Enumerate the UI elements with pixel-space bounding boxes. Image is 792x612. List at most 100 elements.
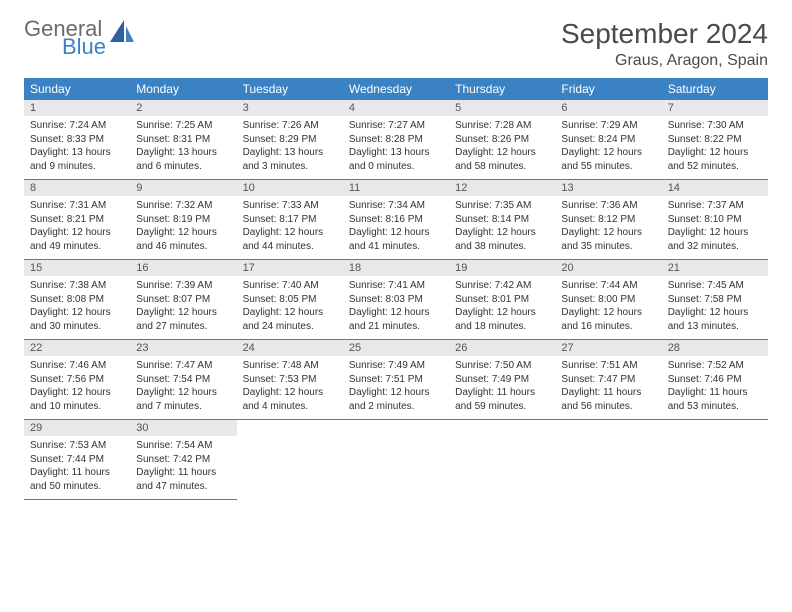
day-cell: Sunrise: 7:49 AMSunset: 7:51 PMDaylight:… (343, 356, 449, 420)
day-info-line: Sunset: 8:28 PM (349, 133, 443, 147)
brand-part2: Blue (62, 36, 106, 58)
day-number-row: 22232425262728 (24, 340, 768, 357)
day-info-line: Sunrise: 7:39 AM (136, 279, 230, 293)
sail-icon (110, 20, 136, 49)
day-info-line: and 53 minutes. (668, 400, 762, 414)
day-info-line: Sunset: 7:56 PM (30, 373, 124, 387)
day-number: 24 (237, 340, 343, 357)
empty-cell (662, 436, 768, 500)
day-info-line: Sunrise: 7:49 AM (349, 359, 443, 373)
day-info-line: Sunset: 8:10 PM (668, 213, 762, 227)
day-number: 28 (662, 340, 768, 357)
day-info-line: and 16 minutes. (561, 320, 655, 334)
day-info-line: Daylight: 12 hours (561, 226, 655, 240)
day-info-line: and 38 minutes. (455, 240, 549, 254)
day-info-line: Sunrise: 7:34 AM (349, 199, 443, 213)
day-info-line: Sunrise: 7:40 AM (243, 279, 337, 293)
day-info-line: and 0 minutes. (349, 160, 443, 174)
weekday-header: Saturday (662, 78, 768, 100)
day-cell: Sunrise: 7:41 AMSunset: 8:03 PMDaylight:… (343, 276, 449, 340)
day-info-line: Daylight: 12 hours (349, 386, 443, 400)
day-info-line: Daylight: 13 hours (243, 146, 337, 160)
day-number: 8 (24, 180, 130, 197)
day-number: 11 (343, 180, 449, 197)
empty-cell (343, 420, 449, 437)
day-cell: Sunrise: 7:33 AMSunset: 8:17 PMDaylight:… (237, 196, 343, 260)
day-info-line: Sunset: 8:16 PM (349, 213, 443, 227)
day-info-line: Daylight: 12 hours (136, 306, 230, 320)
empty-cell (555, 436, 661, 500)
day-cell: Sunrise: 7:52 AMSunset: 7:46 PMDaylight:… (662, 356, 768, 420)
day-cell: Sunrise: 7:29 AMSunset: 8:24 PMDaylight:… (555, 116, 661, 180)
day-info-line: and 18 minutes. (455, 320, 549, 334)
day-info-line: Sunrise: 7:35 AM (455, 199, 549, 213)
day-info-line: and 30 minutes. (30, 320, 124, 334)
day-info-line: and 2 minutes. (349, 400, 443, 414)
day-number: 7 (662, 100, 768, 116)
day-info-line: Daylight: 12 hours (455, 306, 549, 320)
day-info-line: Daylight: 13 hours (30, 146, 124, 160)
day-number-row: 15161718192021 (24, 260, 768, 277)
day-info-line: and 46 minutes. (136, 240, 230, 254)
day-info-line: Sunrise: 7:42 AM (455, 279, 549, 293)
day-info-line: and 21 minutes. (349, 320, 443, 334)
day-info-line: Daylight: 12 hours (243, 226, 337, 240)
weekday-header: Wednesday (343, 78, 449, 100)
day-info-line: Daylight: 11 hours (136, 466, 230, 480)
day-cell: Sunrise: 7:46 AMSunset: 7:56 PMDaylight:… (24, 356, 130, 420)
day-info-line: and 52 minutes. (668, 160, 762, 174)
day-info-line: Sunrise: 7:46 AM (30, 359, 124, 373)
day-info-line: Sunset: 7:47 PM (561, 373, 655, 387)
day-number-row: 891011121314 (24, 180, 768, 197)
month-title: September 2024 (561, 18, 768, 50)
brand-text: General Blue (24, 18, 106, 58)
day-info-line: Daylight: 12 hours (243, 386, 337, 400)
day-info-line: Sunset: 7:58 PM (668, 293, 762, 307)
day-number: 1 (24, 100, 130, 116)
brand-logo: General Blue (24, 18, 136, 58)
day-info-line: Sunset: 7:54 PM (136, 373, 230, 387)
empty-cell (237, 420, 343, 437)
day-info-line: Sunset: 8:03 PM (349, 293, 443, 307)
title-block: September 2024 Graus, Aragon, Spain (561, 18, 768, 70)
day-info-line: Sunset: 8:22 PM (668, 133, 762, 147)
day-info-line: Sunrise: 7:37 AM (668, 199, 762, 213)
day-info-line: Daylight: 13 hours (349, 146, 443, 160)
day-number: 15 (24, 260, 130, 277)
day-info-line: Daylight: 12 hours (30, 226, 124, 240)
day-info-line: and 3 minutes. (243, 160, 337, 174)
day-info-line: Sunrise: 7:53 AM (30, 439, 124, 453)
day-cell: Sunrise: 7:48 AMSunset: 7:53 PMDaylight:… (237, 356, 343, 420)
location: Graus, Aragon, Spain (561, 52, 768, 70)
day-number: 25 (343, 340, 449, 357)
day-info-line: and 59 minutes. (455, 400, 549, 414)
day-info-line: Daylight: 12 hours (349, 226, 443, 240)
day-number-row: 2930 (24, 420, 768, 437)
day-info-line: and 24 minutes. (243, 320, 337, 334)
day-info-line: Daylight: 11 hours (455, 386, 549, 400)
day-info-line: Sunset: 7:49 PM (455, 373, 549, 387)
day-cell: Sunrise: 7:53 AMSunset: 7:44 PMDaylight:… (24, 436, 130, 500)
day-info-line: Sunrise: 7:36 AM (561, 199, 655, 213)
day-info-line: and 4 minutes. (243, 400, 337, 414)
day-info-line: Daylight: 11 hours (668, 386, 762, 400)
empty-cell (343, 436, 449, 500)
day-cell: Sunrise: 7:32 AMSunset: 8:19 PMDaylight:… (130, 196, 236, 260)
day-content-row: Sunrise: 7:46 AMSunset: 7:56 PM Daylight:… (24, 356, 768, 420)
day-number: 30 (130, 420, 236, 437)
day-number: 3 (237, 100, 343, 116)
day-info-line: Daylight: 12 hours (136, 386, 230, 400)
empty-cell (449, 420, 555, 437)
day-cell: Sunrise: 7:51 AMSunset: 7:47 PMDaylight:… (555, 356, 661, 420)
day-info-line: and 49 minutes. (30, 240, 124, 254)
day-cell: Sunrise: 7:38 AMSunset: 8:08 PMDaylight:… (24, 276, 130, 340)
day-info-line: Daylight: 11 hours (561, 386, 655, 400)
day-info-line: Sunset: 8:17 PM (243, 213, 337, 227)
header: General Blue September 2024 Graus, Arago… (24, 18, 768, 70)
day-cell: Sunrise: 7:54 AMSunset: 7:42 PMDaylight:… (130, 436, 236, 500)
day-number: 5 (449, 100, 555, 116)
weekday-header-row: Sunday Monday Tuesday Wednesday Thursday… (24, 78, 768, 100)
day-cell: Sunrise: 7:28 AMSunset: 8:26 PMDaylight:… (449, 116, 555, 180)
day-info-line: and 55 minutes. (561, 160, 655, 174)
day-info-line: Sunrise: 7:44 AM (561, 279, 655, 293)
